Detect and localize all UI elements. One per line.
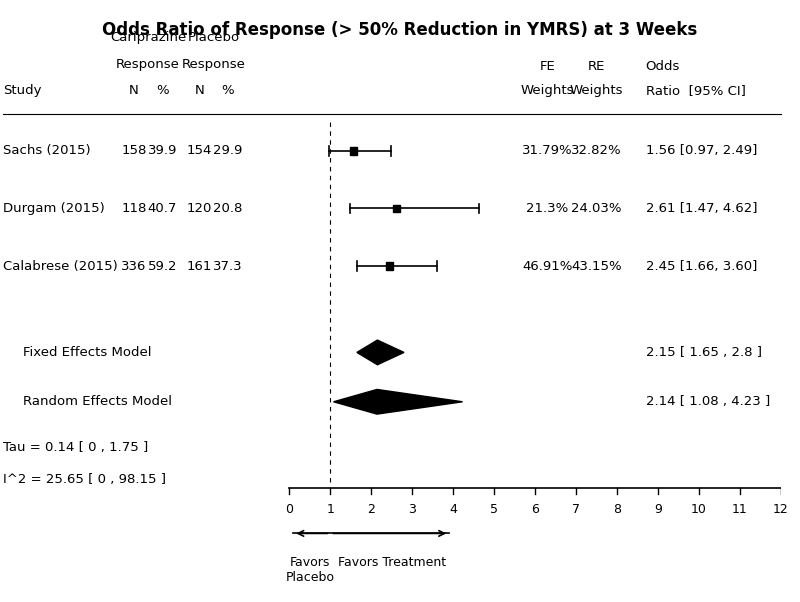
Text: Favors
Placebo: Favors Placebo: [286, 556, 334, 584]
Text: 43.15%: 43.15%: [571, 259, 622, 273]
Text: Response: Response: [182, 58, 246, 70]
Text: FE: FE: [539, 60, 555, 73]
Text: 24.03%: 24.03%: [571, 202, 622, 215]
Text: 12: 12: [773, 503, 789, 515]
Text: Durgam (2015): Durgam (2015): [2, 202, 105, 215]
Text: 0: 0: [286, 503, 294, 515]
Text: Random Effects Model: Random Effects Model: [23, 396, 172, 408]
Text: N: N: [194, 84, 204, 98]
Text: Fixed Effects Model: Fixed Effects Model: [23, 346, 152, 359]
Text: 336: 336: [121, 259, 146, 273]
Text: RE: RE: [588, 60, 605, 73]
Text: Odds: Odds: [646, 60, 680, 73]
Text: 29.9: 29.9: [214, 144, 242, 157]
Text: Odds Ratio of Response (> 50% Reduction in YMRS) at 3 Weeks: Odds Ratio of Response (> 50% Reduction …: [102, 21, 698, 39]
Polygon shape: [334, 389, 462, 414]
Text: 4: 4: [449, 503, 457, 515]
Text: Calabrese (2015): Calabrese (2015): [2, 259, 118, 273]
Bar: [393, 205, 400, 212]
Text: N: N: [129, 84, 138, 98]
Text: 31.79%: 31.79%: [522, 144, 573, 157]
Text: %: %: [222, 84, 234, 98]
Text: I^2 = 25.65 [ 0 , 98.15 ]: I^2 = 25.65 [ 0 , 98.15 ]: [2, 473, 166, 486]
Text: 2.61 [1.47, 4.62]: 2.61 [1.47, 4.62]: [646, 202, 757, 215]
Bar: [386, 262, 394, 270]
Text: Weights: Weights: [570, 84, 623, 98]
Text: %: %: [156, 84, 169, 98]
Text: 118: 118: [121, 202, 146, 215]
Text: Favors Treatment: Favors Treatment: [338, 556, 446, 569]
Text: Study: Study: [2, 84, 42, 98]
Text: 6: 6: [531, 503, 539, 515]
Text: 2: 2: [367, 503, 375, 515]
Bar: [350, 147, 357, 155]
Text: 10: 10: [691, 503, 706, 515]
Polygon shape: [357, 340, 404, 365]
Text: 40.7: 40.7: [148, 202, 177, 215]
Text: 11: 11: [732, 503, 747, 515]
Text: 154: 154: [186, 144, 212, 157]
Text: 59.2: 59.2: [148, 259, 177, 273]
Text: Cariprazine: Cariprazine: [110, 31, 186, 44]
Text: Weights: Weights: [521, 84, 574, 98]
Text: 8: 8: [613, 503, 621, 515]
Text: 2.45 [1.66, 3.60]: 2.45 [1.66, 3.60]: [646, 259, 757, 273]
Text: 161: 161: [186, 259, 212, 273]
Text: Sachs (2015): Sachs (2015): [2, 144, 90, 157]
Text: Tau = 0.14 [ 0 , 1.75 ]: Tau = 0.14 [ 0 , 1.75 ]: [2, 441, 148, 453]
Text: 32.82%: 32.82%: [571, 144, 622, 157]
Text: Ratio  [95% CI]: Ratio [95% CI]: [646, 84, 746, 98]
Text: 37.3: 37.3: [213, 259, 242, 273]
Text: Placebo: Placebo: [187, 31, 240, 44]
Text: 5: 5: [490, 503, 498, 515]
Text: 39.9: 39.9: [148, 144, 177, 157]
Text: 1.56 [0.97, 2.49]: 1.56 [0.97, 2.49]: [646, 144, 757, 157]
Text: 2.15 [ 1.65 , 2.8 ]: 2.15 [ 1.65 , 2.8 ]: [646, 346, 762, 359]
Text: 1: 1: [326, 503, 334, 515]
Text: 46.91%: 46.91%: [522, 259, 573, 273]
Text: 21.3%: 21.3%: [526, 202, 569, 215]
Text: 7: 7: [572, 503, 580, 515]
Text: 3: 3: [408, 503, 416, 515]
Text: 158: 158: [121, 144, 146, 157]
Text: Response: Response: [116, 58, 180, 70]
Text: 9: 9: [654, 503, 662, 515]
Text: 120: 120: [186, 202, 212, 215]
Text: 2.14 [ 1.08 , 4.23 ]: 2.14 [ 1.08 , 4.23 ]: [646, 396, 770, 408]
Text: 20.8: 20.8: [214, 202, 242, 215]
